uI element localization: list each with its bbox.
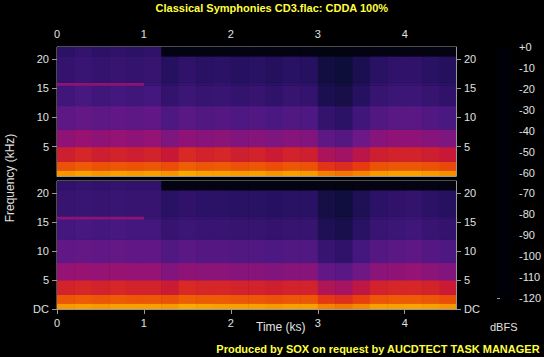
svg-text:20: 20 (37, 53, 49, 65)
svg-text:10: 10 (464, 245, 476, 257)
svg-text:-30: -30 (519, 104, 535, 116)
svg-text:+0: +0 (519, 41, 532, 53)
svg-text:Time (ks): Time (ks) (256, 320, 306, 334)
svg-text:-70: -70 (519, 187, 535, 199)
svg-text:5: 5 (464, 141, 470, 153)
svg-text:20: 20 (37, 187, 49, 199)
svg-text:5: 5 (43, 274, 49, 286)
svg-text:5: 5 (464, 274, 470, 286)
svg-text:20: 20 (464, 187, 476, 199)
svg-text:-50: -50 (519, 146, 535, 158)
svg-text:-110: -110 (519, 271, 540, 283)
svg-text:15: 15 (464, 216, 476, 228)
svg-text:4: 4 (402, 317, 408, 329)
svg-text:Frequency (kHz): Frequency (kHz) (3, 134, 17, 223)
svg-text:-120: -120 (519, 292, 541, 304)
svg-text:2: 2 (228, 317, 234, 329)
svg-text:10: 10 (37, 111, 49, 123)
svg-text:15: 15 (464, 82, 476, 94)
svg-text:-10: -10 (519, 62, 535, 74)
svg-text:2: 2 (228, 28, 234, 40)
svg-text:-60: -60 (519, 167, 535, 179)
svg-text:-40: -40 (519, 125, 535, 137)
svg-text:20: 20 (464, 53, 476, 65)
svg-text:10: 10 (464, 111, 476, 123)
svg-text:1: 1 (141, 28, 147, 40)
svg-text:DC: DC (33, 303, 49, 315)
svg-text:Classical Symphonies CD3.flac:: Classical Symphonies CD3.flac: CDDA 100% (156, 2, 389, 14)
svg-text:-90: -90 (519, 229, 535, 241)
svg-text:DC: DC (464, 303, 480, 315)
svg-text:-20: -20 (519, 83, 535, 95)
svg-text:15: 15 (37, 216, 49, 228)
svg-text:1: 1 (141, 317, 147, 329)
svg-text:3: 3 (315, 28, 321, 40)
svg-text:3: 3 (315, 317, 321, 329)
svg-text:10: 10 (37, 245, 49, 257)
svg-text:4: 4 (402, 28, 408, 40)
svg-text:dBFS: dBFS (490, 321, 518, 333)
svg-text:5: 5 (43, 141, 49, 153)
svg-text:0: 0 (54, 317, 60, 329)
svg-text:Produced by SOX on request by: Produced by SOX on request by AUCDTECT T… (216, 343, 539, 355)
svg-text:-80: -80 (519, 208, 535, 220)
svg-text:0: 0 (54, 28, 60, 40)
svg-text:-100: -100 (519, 250, 541, 262)
svg-text:15: 15 (37, 82, 49, 94)
